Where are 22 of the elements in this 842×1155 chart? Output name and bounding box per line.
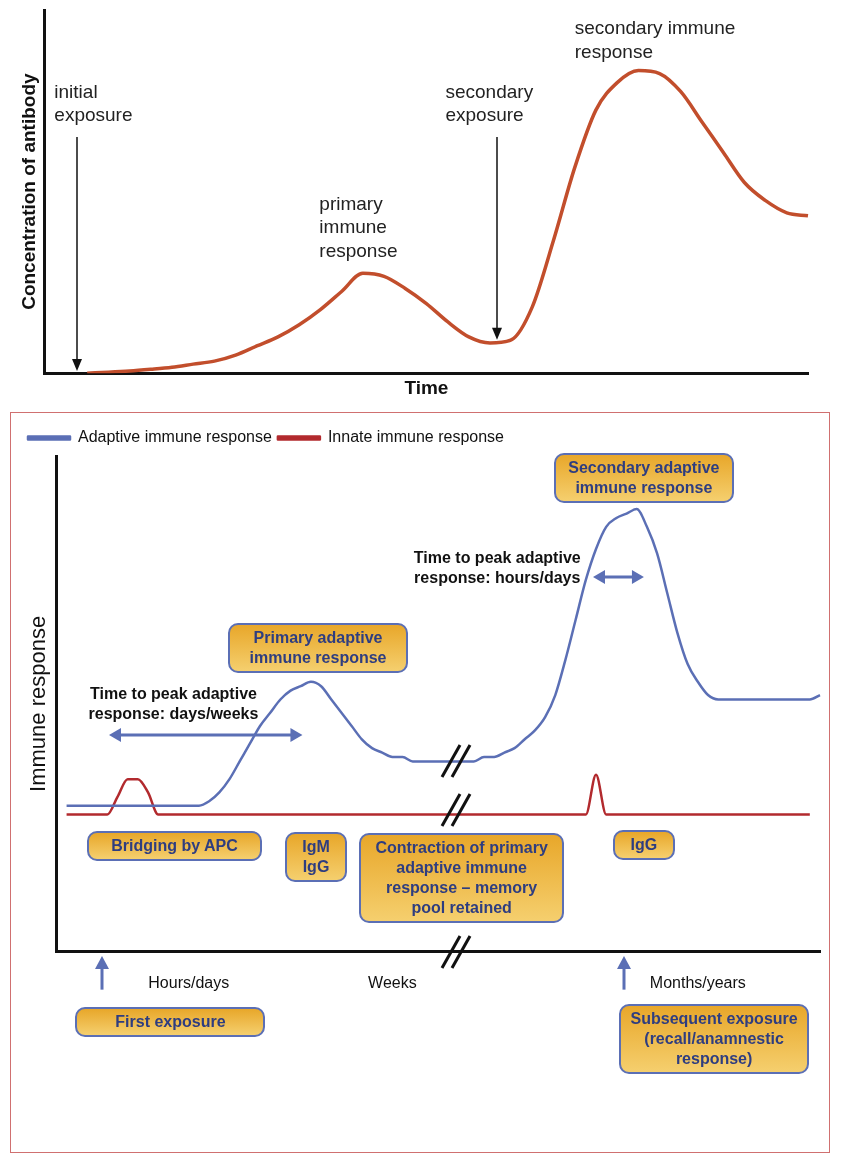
legend-label: Innate immune response [327,428,505,446]
x-tick-label: Weeks [368,973,417,991]
text: Subsequent exposure (recall/anamnestic response) [619,1003,810,1074]
x-axis-title: Time [404,376,449,398]
x-tick-label: Hours/days [148,973,230,991]
annotation: primary immune response [319,191,399,263]
annotation: initial exposure [54,79,134,128]
annotation: Time to peak adaptive response: days/weeks [87,683,260,724]
text: secondary immune response [574,16,737,64]
y-axis-title: Concentration of antibody [17,72,39,310]
annotation: Bridging by APC [87,830,262,861]
x-tick-label: Months/years [649,973,746,991]
annotation: secondary exposure [445,79,535,128]
legend-label: Adaptive immune response [78,428,272,446]
text: Secondary adaptive immune response [553,453,734,504]
y-axis-title: Immune response [25,615,51,792]
annotation: Primary adaptive immune response [228,623,409,674]
text: First exposure [75,1007,266,1038]
annotation: Time to peak adaptive response: hours/days [412,548,582,588]
annotation: IgM IgG [285,832,348,883]
annotation: IgG [612,830,675,861]
annotation: Contraction of primary adaptive immune response – memory pool retained [359,832,565,923]
